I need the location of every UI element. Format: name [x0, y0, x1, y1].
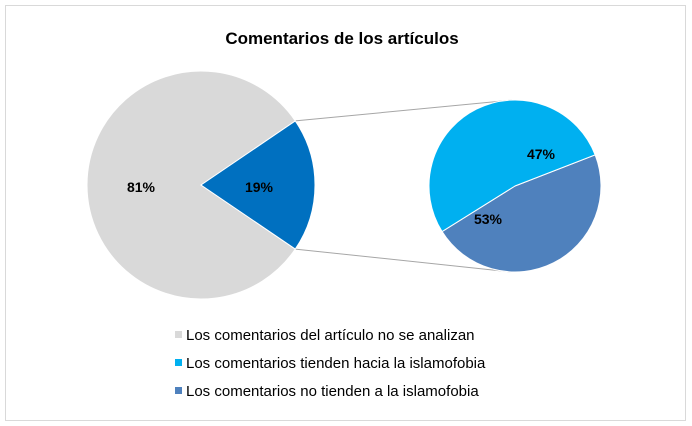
- main-pie-label-0: 81%: [127, 179, 156, 195]
- secondary-pie-label-1: 53%: [474, 211, 503, 227]
- secondary-pie: 47% 53%: [428, 99, 602, 273]
- main-pie: 81% 19%: [86, 70, 316, 300]
- secondary-pie-slice-1: [428, 99, 596, 233]
- secondary-pie-slice-0: [441, 154, 602, 273]
- legend-label-0: Los comentarios del artículo no se anali…: [186, 327, 475, 344]
- legend-swatch-2: [175, 387, 182, 394]
- main-pie-slice-0: [86, 70, 296, 300]
- main-pie-label-1: 19%: [245, 179, 274, 195]
- legend-label-2: Los comentarios no tienden a la islamofo…: [186, 383, 479, 400]
- legend: Los comentarios del artículo no se anali…: [175, 327, 486, 400]
- legend-swatch-1: [175, 359, 182, 366]
- connector-lines: [295, 99, 513, 273]
- chart-title: Comentarios de los artículos: [225, 29, 458, 48]
- main-pie-slice-1: [200, 120, 316, 250]
- secondary-pie-label-0: 47%: [527, 146, 556, 162]
- legend-swatch-0: [175, 331, 182, 338]
- connector-line-top: [295, 99, 513, 122]
- legend-label-1: Los comentarios tienden hacia la islamof…: [186, 355, 486, 372]
- connector-line-bottom: [295, 248, 511, 273]
